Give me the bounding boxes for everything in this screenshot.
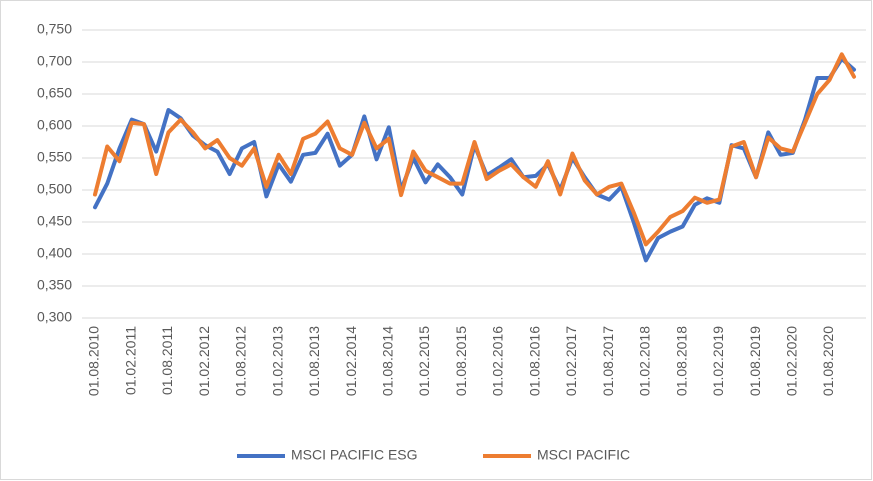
y-tick-label: 0,300	[37, 309, 72, 325]
x-tick-label: 01.08.2014	[380, 326, 396, 396]
x-tick-label: 01.02.2019	[710, 326, 726, 396]
x-tick-label: 01.08.2011	[159, 326, 175, 395]
x-tick-label: 01.02.2012	[196, 326, 212, 396]
x-tick-label: 01.08.2019	[747, 326, 763, 396]
x-tick-label: 01.08.2013	[306, 326, 322, 396]
x-tick-label: 01.02.2018	[637, 326, 653, 396]
x-tick-label: 01.08.2018	[673, 326, 689, 396]
x-tick-label: 01.08.2010	[86, 326, 102, 396]
x-tick-label: 01.08.2015	[453, 326, 469, 396]
legend-label: MSCI PACIFIC ESG	[291, 447, 418, 463]
y-tick-label: 0,550	[37, 149, 72, 165]
series-line	[93, 52, 856, 247]
y-tick-label: 0,700	[37, 53, 72, 69]
x-tick-label: 01.02.2016	[490, 326, 506, 396]
x-tick-label: 01.08.2017	[600, 326, 616, 396]
x-tick-label: 01.08.2020	[820, 326, 836, 396]
y-tick-label: 0,500	[37, 181, 72, 197]
x-tick-label: 01.02.2020	[783, 326, 799, 396]
x-tick-label: 01.02.2017	[563, 326, 579, 396]
x-tick-label: 01.02.2014	[343, 326, 359, 396]
y-tick-label: 0,350	[37, 277, 72, 293]
y-tick-label: 0,750	[37, 21, 72, 37]
y-tick-label: 0,450	[37, 213, 72, 229]
x-tick-label: 01.02.2011	[122, 326, 138, 395]
y-tick-label: 0,650	[37, 85, 72, 101]
x-tick-label: 01.08.2012	[233, 326, 249, 396]
y-tick-label: 0,600	[37, 117, 72, 133]
x-tick-label: 01.02.2015	[416, 326, 432, 396]
y-tick-label: 0,400	[37, 245, 72, 261]
legend-label: MSCI PACIFIC	[537, 447, 630, 463]
x-tick-label: 01.08.2016	[526, 326, 542, 396]
x-tick-label: 01.02.2013	[269, 326, 285, 396]
